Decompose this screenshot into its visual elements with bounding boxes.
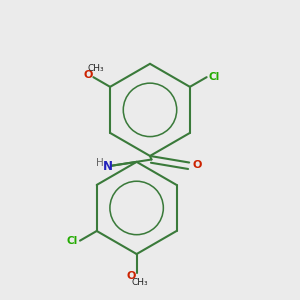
Text: O: O: [83, 70, 93, 80]
Text: N: N: [103, 160, 113, 173]
Text: Cl: Cl: [67, 236, 78, 246]
Text: O: O: [127, 271, 136, 281]
Text: CH₃: CH₃: [87, 64, 104, 73]
Text: CH₃: CH₃: [131, 278, 148, 287]
Text: H: H: [96, 158, 104, 168]
Text: Cl: Cl: [208, 72, 220, 82]
Text: O: O: [193, 160, 202, 170]
